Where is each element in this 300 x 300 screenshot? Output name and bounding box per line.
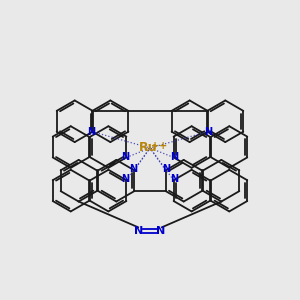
Text: N: N xyxy=(87,127,95,137)
Text: N: N xyxy=(122,152,130,162)
Text: N: N xyxy=(156,226,166,236)
Text: N: N xyxy=(134,226,144,236)
Text: N: N xyxy=(122,174,130,184)
Text: N: N xyxy=(129,164,137,174)
Text: N: N xyxy=(170,152,178,162)
Text: Ru: Ru xyxy=(139,140,157,154)
Text: N: N xyxy=(163,164,171,174)
Text: N: N xyxy=(170,174,178,184)
Text: ++: ++ xyxy=(151,141,167,151)
Text: N: N xyxy=(205,127,213,137)
